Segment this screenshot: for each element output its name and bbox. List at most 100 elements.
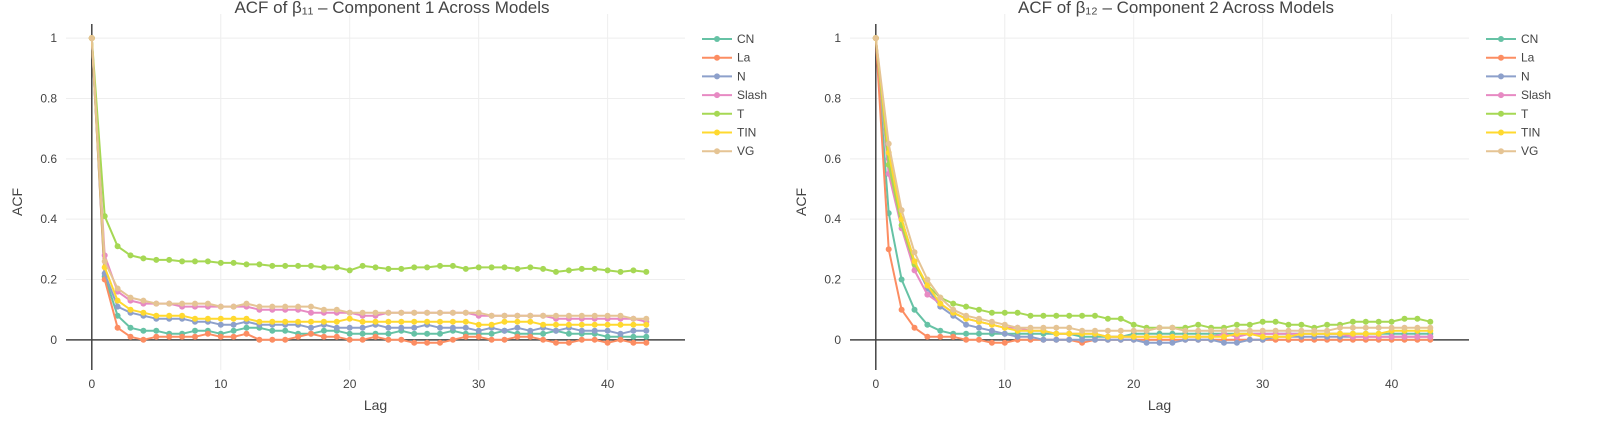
data-point: [1117, 327, 1124, 334]
data-point: [140, 297, 147, 304]
legend-label: Slash: [1521, 88, 1551, 102]
series-line-la: [90, 38, 647, 344]
series-slash: [872, 35, 1434, 340]
data-point: [269, 327, 276, 334]
data-point: [643, 333, 650, 340]
series-vg: [88, 35, 650, 322]
legend-swatch-marker: [714, 110, 720, 117]
data-point: [333, 333, 340, 340]
legend-item-t[interactable]: T: [1486, 107, 1529, 121]
data-point: [320, 264, 327, 271]
legend-label: La: [737, 51, 751, 65]
legend-label: CN: [737, 32, 754, 46]
chart-title: ACF of β₁₁ – Component 1 Across Models: [234, 0, 549, 17]
data-point: [553, 268, 559, 275]
data-point: [282, 262, 289, 269]
series-tin: [88, 35, 650, 328]
legend-label: TIN: [737, 126, 756, 140]
data-point: [591, 312, 598, 319]
data-point: [437, 324, 443, 331]
data-point: [411, 324, 418, 331]
data-point: [937, 300, 944, 307]
data-point: [398, 265, 405, 272]
legend-label: T: [1521, 107, 1529, 121]
data-point: [1246, 336, 1253, 343]
data-point: [1362, 318, 1369, 325]
data-point: [1014, 333, 1021, 340]
data-point: [192, 300, 198, 307]
data-point: [1014, 324, 1021, 331]
legend-item-tin[interactable]: TIN: [702, 126, 756, 140]
data-point: [269, 336, 276, 343]
legend-item-slash[interactable]: Slash: [702, 88, 767, 102]
data-point: [114, 312, 121, 319]
data-point: [359, 336, 366, 343]
data-point: [1233, 327, 1240, 334]
legend-item-vg[interactable]: VG: [702, 144, 754, 158]
series-line-n: [90, 38, 647, 335]
legend-item-la[interactable]: La: [1486, 51, 1535, 65]
legend-swatch-marker: [1498, 110, 1504, 117]
data-point: [217, 333, 224, 340]
data-point: [243, 324, 250, 331]
data-point: [204, 300, 211, 307]
data-point: [553, 312, 559, 319]
series-line-vg: [90, 38, 647, 320]
data-point: [630, 339, 637, 346]
data-point: [950, 333, 957, 340]
data-point: [449, 324, 456, 331]
data-point: [217, 303, 224, 310]
legend-item-cn[interactable]: CN: [702, 32, 754, 46]
legend-item-vg[interactable]: VG: [1486, 144, 1538, 158]
data-point: [127, 294, 134, 301]
data-point: [527, 312, 534, 319]
legend-item-n[interactable]: N: [1486, 69, 1530, 83]
data-point: [1092, 327, 1098, 334]
legend-item-tin[interactable]: TIN: [1486, 126, 1540, 140]
data-point: [591, 265, 598, 272]
data-point: [256, 261, 263, 268]
data-point: [937, 294, 944, 301]
data-point: [1259, 333, 1266, 340]
data-point: [1169, 339, 1176, 346]
data-point: [1117, 315, 1124, 322]
data-point: [140, 327, 147, 334]
legend-item-la[interactable]: La: [702, 51, 751, 65]
y-tick-label: 1: [50, 31, 57, 45]
data-point: [1130, 327, 1137, 334]
data-point: [1169, 324, 1176, 331]
data-point: [950, 300, 957, 307]
legend-item-t[interactable]: T: [702, 107, 745, 121]
data-point: [604, 312, 611, 319]
data-point: [1182, 327, 1189, 334]
data-point: [411, 339, 418, 346]
data-point: [114, 285, 121, 292]
data-point: [1414, 333, 1421, 340]
data-point: [1427, 324, 1434, 331]
data-point: [604, 327, 611, 334]
data-point: [1388, 333, 1395, 340]
data-point: [449, 262, 456, 269]
data-point: [372, 318, 379, 325]
data-point: [1337, 330, 1343, 337]
data-point: [1208, 327, 1215, 334]
data-point: [1066, 324, 1073, 331]
legend-item-cn[interactable]: CN: [1486, 32, 1538, 46]
legend-item-slash[interactable]: Slash: [1486, 88, 1551, 102]
data-point: [140, 309, 147, 316]
data-point: [204, 330, 211, 337]
x-tick-label: 20: [343, 377, 357, 391]
data-point: [1117, 333, 1124, 340]
y-axis-label: ACF: [9, 188, 25, 216]
legend-label: T: [737, 107, 745, 121]
data-point: [462, 318, 469, 325]
data-point: [385, 318, 392, 325]
y-tick-label: 0.6: [40, 152, 57, 166]
legend-swatch-marker: [1498, 148, 1504, 155]
data-point: [604, 321, 611, 328]
data-point: [643, 339, 650, 346]
data-point: [333, 306, 340, 313]
legend-item-n[interactable]: N: [702, 69, 746, 83]
data-point: [462, 333, 469, 340]
data-point: [1092, 336, 1098, 343]
